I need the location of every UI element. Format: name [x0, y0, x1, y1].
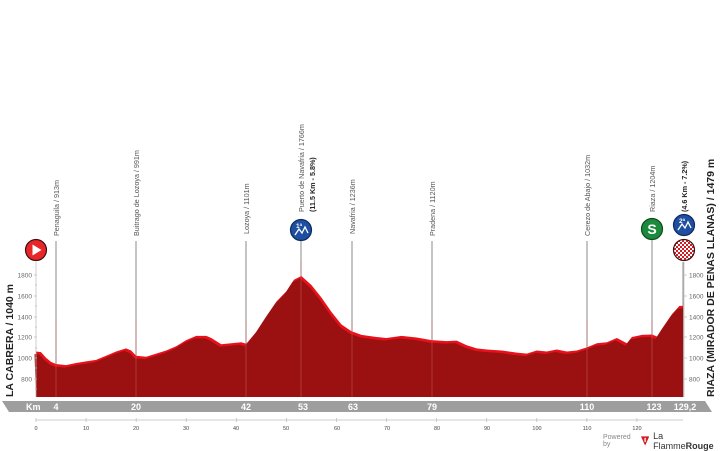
flamme-rouge-brand: La FlammeRouge — [653, 431, 714, 451]
waypoint-label-buitrago: Buitrago de Lozoya / 991m — [132, 150, 141, 236]
waypoint-label-lozoya: Lozoya / 1101m — [242, 183, 251, 234]
x-tick-50: 50 — [283, 426, 289, 432]
x-tick-70: 70 — [384, 426, 390, 432]
climb-info-navafria: (11.5 Km - 5.8%) — [308, 157, 317, 212]
y-axis-right: 800 1000 1200 1400 1600 1800 — [683, 262, 704, 397]
y-tick-1400: 1400 — [18, 315, 33, 322]
waypoint-label-riaza: Riaza / 1204m — [648, 166, 657, 212]
svg-text:1ª: 1ª — [296, 223, 303, 230]
km-marker-20: 20 — [131, 402, 141, 412]
waypoint-label-pradena: Pradena / 1120m — [428, 181, 437, 236]
x-tick-80: 80 — [434, 426, 440, 432]
mountain-cat2-icon: 2ª — [672, 213, 696, 237]
x-tick-0: 0 — [34, 426, 37, 432]
km-marker-end: 129,2 — [674, 402, 697, 412]
y-tick-right-1200: 1200 — [689, 335, 704, 342]
y-tick-right-800: 800 — [689, 377, 700, 384]
waypoint-label-penaguila: Penaguila / 913m — [52, 180, 61, 236]
y-tick-1600: 1600 — [18, 294, 33, 301]
y-tick-1000: 1000 — [18, 356, 33, 363]
y-tick-1800: 1800 — [18, 273, 33, 280]
km-marker-53: 53 — [298, 402, 308, 412]
sprint-icon: S — [640, 217, 664, 241]
x-tick-10: 10 — [83, 426, 89, 432]
x-axis: 0 10 20 30 40 50 60 70 80 90 100 110 120 — [34, 418, 683, 432]
y-tick-right-1400: 1400 — [689, 315, 704, 322]
svg-text:S: S — [647, 221, 656, 237]
climb-info-finish: (4.6 Km - 7.2%) — [680, 160, 689, 212]
y-tick-right-1600: 1600 — [689, 294, 704, 301]
flamme-rouge-logo-icon — [640, 436, 650, 446]
y-tick-1200: 1200 — [18, 335, 33, 342]
x-tick-20: 20 — [133, 426, 139, 432]
waypoint-label-navafria: Navafria / 1236m — [348, 179, 357, 234]
x-tick-40: 40 — [233, 426, 239, 432]
km-label: Km — [26, 402, 41, 412]
x-tick-120: 120 — [632, 426, 641, 432]
x-tick-110: 110 — [583, 426, 592, 432]
finish-flag-icon — [672, 238, 696, 262]
x-tick-30: 30 — [183, 426, 189, 432]
powered-by-footer: Powered by La FlammeRouge — [603, 431, 720, 451]
waypoint-lines-overlay — [55, 260, 653, 397]
km-marker-4: 4 — [53, 402, 58, 412]
km-marker-110: 110 — [580, 402, 595, 412]
finish-label: RIAZA (MIRADOR DE PENAS LLANAS) / 1479 m — [705, 159, 717, 397]
km-marker-42: 42 — [241, 402, 251, 412]
waypoint-label-puerto-navafria: Puerto de Navafria / 1766m — [297, 124, 306, 212]
y-tick-right-1000: 1000 — [689, 356, 704, 363]
waypoint-label-cerezo: Cerezo de Abajo / 1032m — [583, 155, 592, 236]
km-marker-79: 79 — [427, 402, 437, 412]
km-marker-bar: Km 4 20 42 53 63 79 110 123 129,2 — [2, 401, 712, 412]
x-tick-90: 90 — [484, 426, 490, 432]
mountain-cat1-icon: 1ª — [289, 218, 313, 242]
km-marker-123: 123 — [646, 402, 661, 412]
start-icon — [24, 238, 48, 262]
km-marker-63: 63 — [348, 402, 358, 412]
y-tick-right-1800: 1800 — [689, 273, 704, 280]
elevation-profile — [34, 278, 683, 397]
x-tick-100: 100 — [532, 426, 541, 432]
svg-text:2ª: 2ª — [679, 218, 686, 225]
y-axis-left: 800 1000 1200 1400 1600 1800 — [18, 262, 37, 397]
powered-by-text: Powered by — [603, 434, 631, 448]
waypoint-labels: Penaguila / 913m Buitrago de Lozoya / 99… — [52, 124, 689, 236]
start-label: LA CABRERA / 1040 m — [4, 284, 16, 397]
y-tick-800: 800 — [21, 377, 32, 384]
x-tick-60: 60 — [334, 426, 340, 432]
